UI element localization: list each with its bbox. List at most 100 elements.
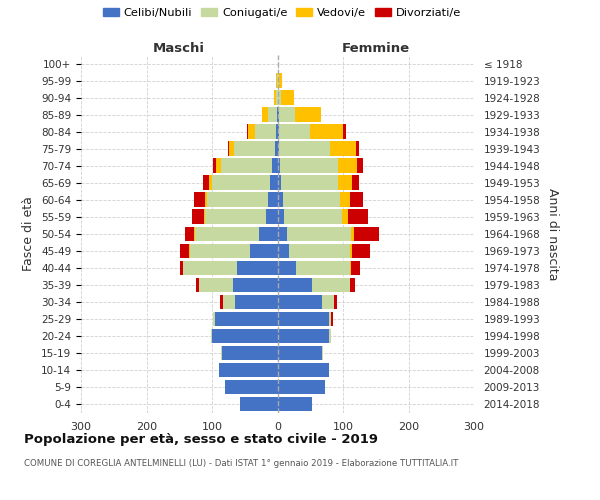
Bar [193, 210, 204, 224]
Bar [330, 142, 356, 156]
Bar [277, 158, 280, 173]
Bar [268, 192, 277, 207]
Legend: Celibi/Nubili, Coniugati/e, Vedovi/e, Divorziati/e: Celibi/Nubili, Coniugati/e, Vedovi/e, Di… [99, 3, 465, 22]
Bar [279, 74, 282, 88]
Bar [239, 397, 277, 411]
Bar [194, 192, 205, 207]
Bar [196, 278, 199, 292]
Bar [212, 176, 269, 190]
Bar [277, 210, 284, 224]
Bar [254, 124, 276, 139]
Bar [329, 312, 331, 326]
Bar [220, 294, 223, 309]
Bar [189, 244, 190, 258]
Bar [212, 158, 216, 173]
Bar [180, 260, 183, 275]
Bar [277, 108, 279, 122]
Bar [284, 210, 341, 224]
Bar [205, 192, 208, 207]
Bar [234, 142, 275, 156]
Bar [280, 158, 338, 173]
Bar [334, 294, 337, 309]
Bar [277, 74, 279, 88]
Bar [237, 260, 277, 275]
Bar [277, 362, 329, 377]
Bar [276, 74, 277, 88]
Bar [216, 158, 221, 173]
Bar [204, 210, 205, 224]
Text: COMUNE DI COREGLIA ANTELMINELLI (LU) - Dati ISTAT 1° gennaio 2019 - Elaborazione: COMUNE DI COREGLIA ANTELMINELLI (LU) - D… [24, 459, 458, 468]
Bar [283, 192, 340, 207]
Bar [350, 278, 355, 292]
Bar [212, 328, 277, 343]
Bar [218, 362, 277, 377]
Bar [276, 124, 277, 139]
Bar [278, 90, 281, 105]
Bar [352, 244, 370, 258]
Bar [356, 142, 359, 156]
Bar [354, 226, 379, 241]
Bar [277, 124, 279, 139]
Bar [266, 210, 277, 224]
Bar [350, 192, 364, 207]
Bar [350, 260, 351, 275]
Bar [338, 158, 358, 173]
Bar [277, 380, 325, 394]
Bar [322, 346, 323, 360]
Bar [211, 328, 212, 343]
Bar [279, 142, 330, 156]
Bar [358, 158, 362, 173]
Text: Femmine: Femmine [341, 42, 410, 55]
Bar [351, 260, 360, 275]
Bar [195, 226, 259, 241]
Bar [180, 244, 189, 258]
Bar [259, 226, 277, 241]
Bar [228, 142, 229, 156]
Bar [277, 278, 311, 292]
Bar [250, 244, 277, 258]
Bar [350, 244, 352, 258]
Bar [194, 226, 195, 241]
Bar [277, 260, 296, 275]
Bar [222, 346, 277, 360]
Bar [329, 328, 331, 343]
Bar [268, 108, 277, 122]
Bar [338, 176, 352, 190]
Bar [275, 90, 277, 105]
Text: Popolazione per età, sesso e stato civile - 2019: Popolazione per età, sesso e stato civil… [24, 432, 378, 446]
Bar [272, 158, 277, 173]
Bar [281, 176, 338, 190]
Bar [277, 176, 281, 190]
Bar [277, 346, 322, 360]
Bar [223, 294, 235, 309]
Bar [208, 192, 268, 207]
Text: Maschi: Maschi [153, 42, 205, 55]
Bar [221, 346, 222, 360]
Bar [225, 380, 277, 394]
Bar [322, 294, 334, 309]
Bar [277, 142, 279, 156]
Bar [311, 278, 350, 292]
Bar [277, 226, 287, 241]
Bar [310, 124, 343, 139]
Bar [205, 210, 266, 224]
Bar [275, 142, 277, 156]
Bar [331, 312, 332, 326]
Bar [277, 294, 322, 309]
Bar [279, 108, 295, 122]
Bar [215, 312, 277, 326]
Bar [341, 210, 348, 224]
Bar [296, 260, 350, 275]
Bar [351, 226, 354, 241]
Bar [235, 294, 277, 309]
Bar [274, 90, 275, 105]
Bar [281, 90, 294, 105]
Bar [277, 312, 329, 326]
Bar [277, 90, 278, 105]
Bar [269, 176, 277, 190]
Bar [343, 124, 346, 139]
Bar [340, 192, 350, 207]
Bar [190, 244, 250, 258]
Bar [203, 176, 209, 190]
Bar [287, 226, 351, 241]
